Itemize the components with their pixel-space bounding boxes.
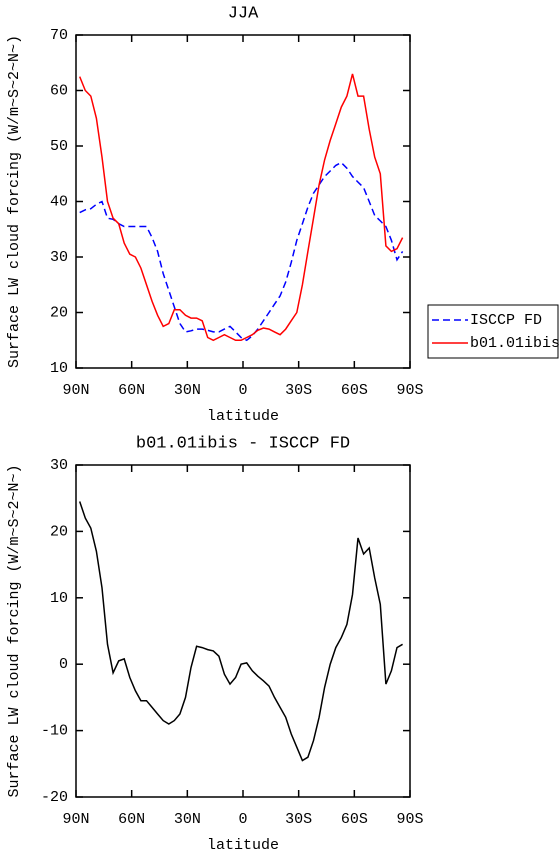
- y-tick-label: 40: [50, 193, 68, 210]
- x-tick-label: 90N: [62, 382, 89, 399]
- y-tick-label: 50: [50, 138, 68, 155]
- data-line: [78, 501, 403, 762]
- plot-frame: [75, 34, 411, 369]
- x-tick-label: 90S: [396, 382, 423, 399]
- legend-box: [427, 304, 559, 359]
- x-tick-label: 0: [238, 811, 247, 828]
- x-tick-label: 30S: [285, 382, 312, 399]
- x-tick-label: 60S: [341, 382, 368, 399]
- y-tick-label: 10: [50, 360, 68, 377]
- legend-label: ISCCP FD: [470, 312, 542, 329]
- y-axis-label: Surface LW cloud forcing (W/m~S~2~N~): [6, 464, 23, 797]
- y-tick-label: 70: [50, 27, 68, 44]
- chart-title: JJA: [228, 4, 259, 23]
- x-tick-label: 60S: [341, 811, 368, 828]
- x-tick-label: 30N: [174, 811, 201, 828]
- x-tick-label: 30N: [174, 382, 201, 399]
- y-tick-label: -10: [41, 723, 68, 740]
- x-tick-label: 0: [238, 382, 247, 399]
- data-line: [79, 73, 404, 342]
- y-tick-label: 30: [50, 457, 68, 474]
- y-tick-label: 30: [50, 249, 68, 266]
- y-tick-label: -20: [41, 789, 68, 806]
- y-tick-label: 0: [59, 656, 68, 673]
- x-tick-label: 90N: [62, 811, 89, 828]
- y-tick-label: 10: [50, 590, 68, 607]
- legend-label: b01.01ibis: [470, 335, 560, 352]
- data-line: [79, 161, 404, 342]
- x-tick-label: 60N: [118, 811, 145, 828]
- y-tick-label: 20: [50, 304, 68, 321]
- y-axis-label: Surface LW cloud forcing (W/m~S~2~N~): [6, 35, 23, 368]
- x-tick-label: 90S: [396, 811, 423, 828]
- y-tick-label: 60: [50, 82, 68, 99]
- chart-title: b01.01ibis - ISCCP FD: [136, 434, 350, 453]
- x-axis-label: latitude: [207, 408, 279, 425]
- x-tick-label: 30S: [285, 811, 312, 828]
- x-tick-label: 60N: [118, 382, 145, 399]
- y-tick-label: 20: [50, 523, 68, 540]
- x-axis-label: latitude: [207, 837, 279, 851]
- plot-frame: [75, 464, 411, 798]
